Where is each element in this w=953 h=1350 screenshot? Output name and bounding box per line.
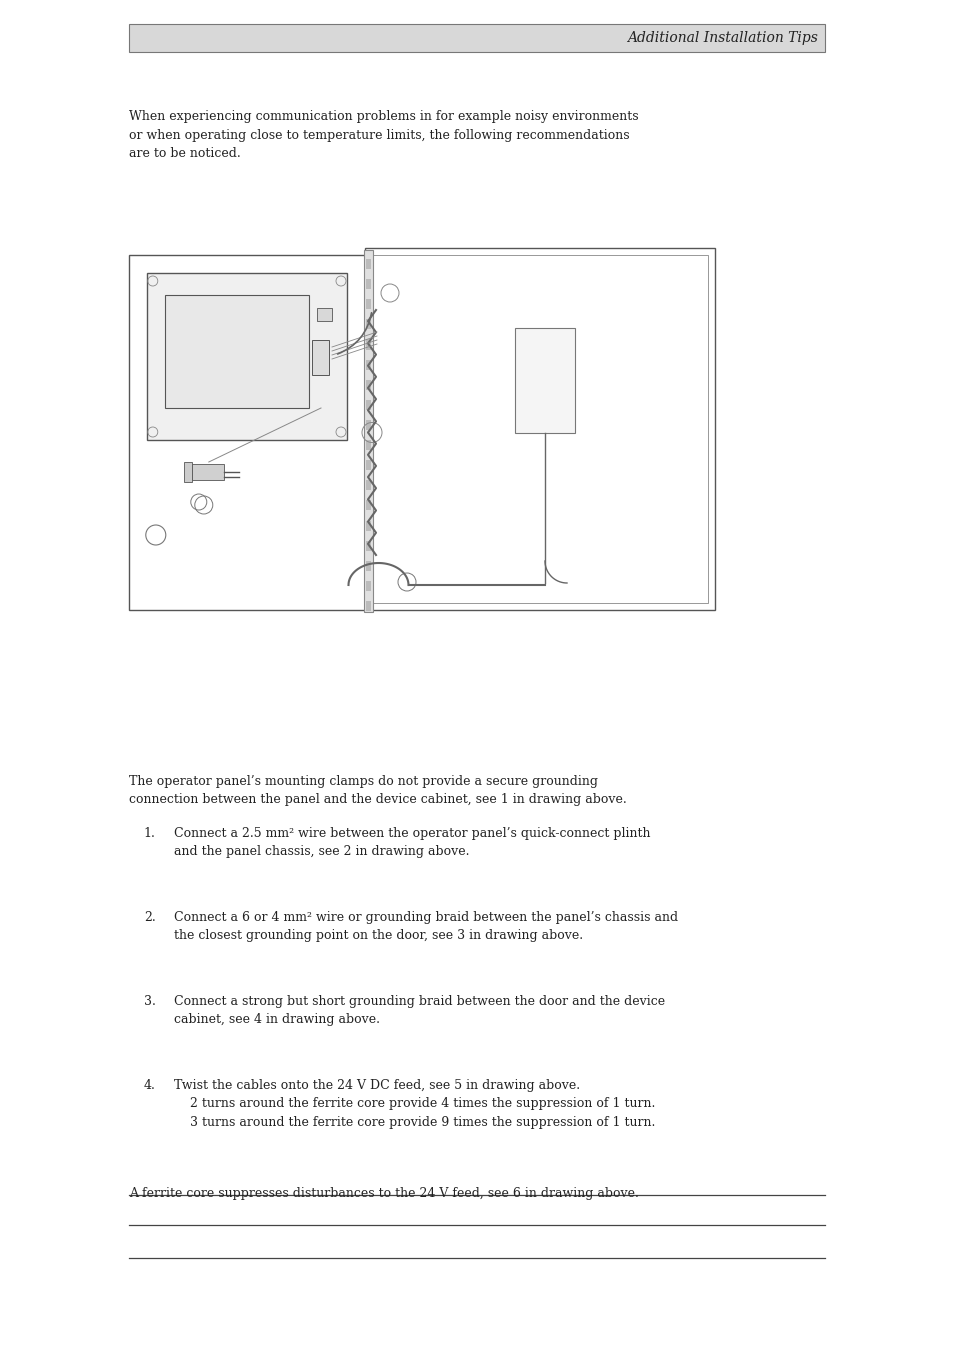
Bar [515,328,575,433]
Bar [366,460,371,470]
Bar [147,273,347,440]
Text: 1.: 1. [144,828,155,840]
Bar [372,255,707,603]
Text: Connect a 6 or 4 mm² wire or grounding braid between the panel’s chassis and
the: Connect a 6 or 4 mm² wire or grounding b… [173,911,678,942]
Bar [366,420,371,431]
Bar [366,279,371,289]
Bar [366,540,371,551]
Bar [165,296,309,408]
Bar [366,560,371,571]
Bar [366,580,371,591]
Bar [316,308,332,321]
Bar [366,440,371,450]
Bar [366,521,371,531]
Bar [192,464,224,481]
Bar [184,462,192,482]
Bar [366,320,371,329]
Text: When experiencing communication problems in for example noisy environments
or wh: When experiencing communication problems… [129,109,638,161]
Bar [365,248,714,610]
Bar [366,481,371,490]
Text: The operator panel’s mounting clamps do not provide a secure grounding
connectio: The operator panel’s mounting clamps do … [129,775,626,806]
Text: 2.: 2. [144,911,155,923]
Text: Additional Installation Tips: Additional Installation Tips [627,31,818,45]
Bar [366,601,371,612]
Text: Connect a 2.5 mm² wire between the operator panel’s quick-connect plinth
and the: Connect a 2.5 mm² wire between the opera… [173,828,650,859]
Text: 3.: 3. [144,995,155,1008]
Bar [364,250,373,612]
Bar [312,340,329,375]
Bar [366,339,371,350]
Bar [129,24,824,53]
Bar [366,259,371,269]
Bar [366,379,371,390]
Bar [129,255,372,610]
Text: 4.: 4. [144,1079,155,1092]
Bar [366,359,371,370]
Text: Connect a strong but short grounding braid between the door and the device
cabin: Connect a strong but short grounding bra… [173,995,664,1026]
Text: Twist the cables onto the 24 V DC feed, see 5 in drawing above.
    2 turns arou: Twist the cables onto the 24 V DC feed, … [173,1079,655,1129]
Bar [366,501,371,510]
Bar [366,300,371,309]
Text: A ferrite core suppresses disturbances to the 24 V feed, see 6 in drawing above.: A ferrite core suppresses disturbances t… [129,1187,638,1200]
Bar [366,400,371,410]
